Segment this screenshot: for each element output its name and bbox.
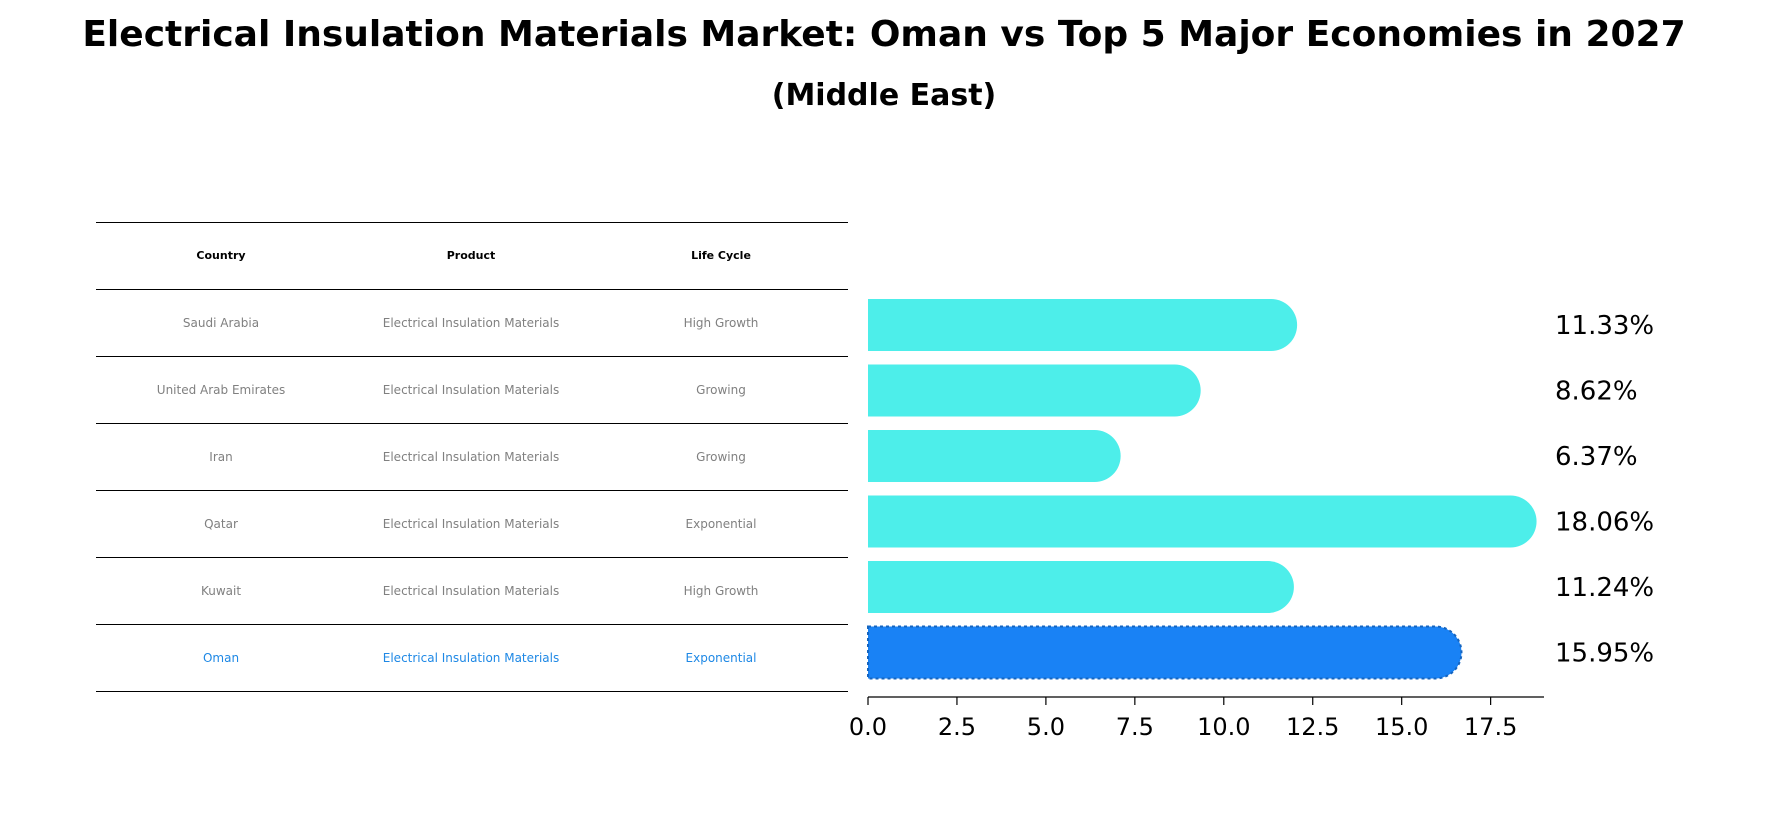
table-cell-life-cycle: Exponential	[685, 650, 757, 665]
table-cell-country: United Arab Emirates	[156, 382, 286, 397]
bar-kuwait	[868, 561, 1294, 613]
x-tick-label: 15.0	[1375, 713, 1428, 741]
bar-saudi-arabia	[868, 299, 1298, 351]
table-cell-country: Saudi Arabia	[182, 315, 260, 330]
table-cell-product: Electrical Insulation Materials	[382, 382, 560, 397]
x-tick-label: 17.5	[1464, 713, 1517, 741]
table-cell-life-cycle: Growing	[696, 382, 746, 397]
x-tick-label: 0.0	[849, 713, 887, 741]
x-tick-label: 5.0	[1027, 713, 1065, 741]
table-header-cell: Life Cycle	[691, 248, 751, 262]
table-rule	[96, 222, 848, 223]
table-rule	[96, 557, 848, 558]
table-header-cell: Country	[196, 248, 246, 262]
x-tick-label: 2.5	[938, 713, 976, 741]
table-header-cell: Product	[446, 248, 496, 262]
bar-oman	[867, 625, 1463, 680]
table-rule	[96, 289, 848, 290]
table-rule	[96, 490, 848, 491]
table-cell-product: Electrical Insulation Materials	[382, 315, 560, 330]
table-cell-country: Oman	[202, 650, 240, 665]
value-label: 18.06%	[1555, 508, 1654, 538]
value-label: 6.37%	[1555, 442, 1638, 472]
x-tick-label: 10.0	[1197, 713, 1250, 741]
table-cell-product: Electrical Insulation Materials	[382, 516, 560, 531]
table-cell-life-cycle: Growing	[696, 449, 746, 464]
chart-subtitle: (Middle East)	[771, 78, 997, 113]
bar-qatar	[868, 495, 1537, 548]
table-rule	[96, 356, 848, 357]
table-cell-product: Electrical Insulation Materials	[382, 449, 560, 464]
value-label: 15.95%	[1555, 639, 1654, 669]
table-cell-country: Iran	[209, 449, 233, 464]
table-cell-product: Electrical Insulation Materials	[382, 583, 560, 598]
value-label: 8.62%	[1555, 377, 1638, 407]
table-cell-life-cycle: High Growth	[683, 315, 759, 330]
bar-united-arab-emirates	[868, 364, 1201, 417]
table-cell-country: Kuwait	[200, 583, 242, 598]
value-label: 11.33%	[1555, 311, 1654, 341]
x-tick-label: 12.5	[1286, 713, 1339, 741]
table-cell-country: Qatar	[204, 516, 238, 531]
value-label: 11.24%	[1555, 573, 1654, 603]
x-tick-label: 7.5	[1116, 713, 1154, 741]
chart-title: Electrical Insulation Materials Market: …	[82, 14, 1686, 55]
bar-iran	[868, 430, 1121, 482]
table-rule	[96, 423, 848, 424]
table-cell-life-cycle: High Growth	[683, 583, 759, 598]
table-rule	[96, 624, 848, 625]
table-cell-product: Electrical Insulation Materials	[382, 650, 560, 665]
table-cell-life-cycle: Exponential	[685, 516, 757, 531]
table-rule	[96, 691, 848, 692]
